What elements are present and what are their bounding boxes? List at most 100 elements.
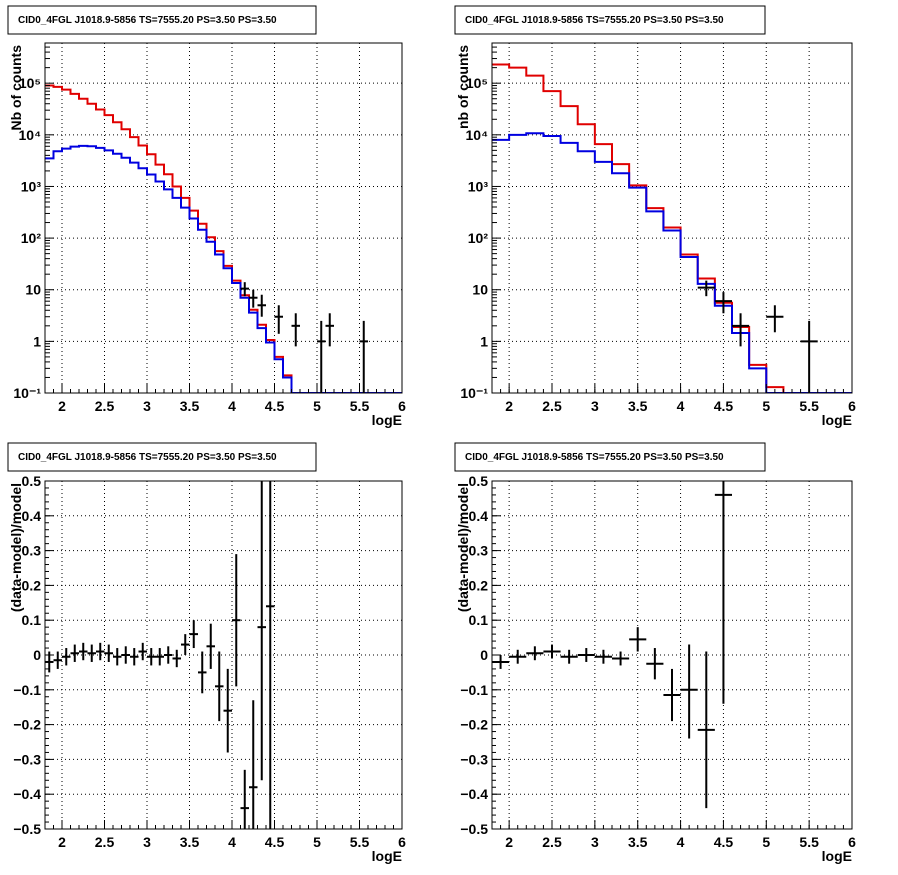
x-tick-label: 5 [313,398,321,414]
x-tick-label: 5.5 [350,834,370,850]
grid [45,43,402,393]
y-tick-label: 0.3 [22,543,42,559]
x-tick-label: 4.5 [265,398,285,414]
data-point [526,646,544,661]
x-tick-label: 3.5 [628,398,648,414]
x-axis: 2 2.5 3 3.5 4 4.5 5 5.5 6 [491,820,856,850]
y-tick-label: −0.2 [13,717,41,733]
y-axis-label: nb of counts [455,45,471,129]
y-tick-label: 10⁻¹ [460,385,488,401]
x-tick-label: 3 [591,834,599,850]
x-tick-label: 4.5 [714,398,734,414]
title-box [454,5,766,35]
grid [492,481,852,829]
data-point [257,294,266,317]
plot-area [492,481,732,809]
y-tick-label: 0.5 [469,473,489,489]
data-point [62,648,71,666]
y-tick-label: 0.2 [22,577,42,593]
data-point [164,646,173,664]
x-tick-label: 5 [762,834,770,850]
chart-title: CID0_4FGL J1018.9-5856 TS=7555.20 PS=3.5… [18,15,277,26]
data-point [121,646,130,664]
data-point [70,644,79,662]
plot-area [45,84,402,393]
y-tick-label: 0.1 [469,612,489,628]
y-tick-label: 10⁵ [19,75,41,91]
y-tick-label: 10² [468,230,489,246]
x-tick-label: 5.5 [799,398,819,414]
grid [45,481,402,829]
x-tick-label: 2 [505,398,513,414]
chart-panel-1: 2 2.5 3 3.5 4 4.5 5 5.5 6 10⁻¹ 1 10 10² 10³ 10⁴ 10⁵ logE… [7,5,406,428]
data-point [172,649,181,668]
data-point [223,668,232,753]
x-tick-label: 3.5 [628,834,648,850]
y-tick-label: 10⁵ [466,75,488,91]
y-tick-label: −0.3 [13,751,41,767]
data-point [560,649,578,664]
data-point [113,648,122,666]
y-tick-label: −0.5 [13,821,41,837]
data-point [138,642,147,661]
y-axis-label: (data-model)/model [455,483,471,612]
chart-panel-4: 2 2.5 3 3.5 4 4.5 5 5.5 6 −0.5 −0.4 −0.3 −0.2 −0.1 0 0.… [454,442,856,864]
data-point [266,481,275,829]
y-axis: −0.5 −0.4 −0.3 −0.2 −0.1 0 0.1 0.2 0.3 0.4 0.5 [460,473,501,837]
y-tick-label: −0.1 [13,682,41,698]
y-tick-label: 0.3 [469,543,489,559]
data-point [181,634,190,655]
plot-frame [44,42,403,394]
y-tick-label: −0.4 [460,786,488,802]
chart-panel-3: 2 2.5 3 3.5 4 4.5 5 5.5 6 −0.5 −0.4 −0.3 −0.2 −0.1 0 0.… [7,442,406,864]
chart-panel-2: 2 2.5 3 3.5 4 4.5 5 5.5 6 10⁻¹ 1 10 10² 10³ 10⁴ 10⁵ logE… [454,5,856,428]
y-axis-label: Nb of counts [8,45,24,131]
x-tick-label: 5 [313,834,321,850]
data-point [147,648,156,666]
x-tick-label: 2 [58,398,66,414]
y-tick-label: −0.5 [460,821,488,837]
data-point [104,644,113,662]
data-point [663,668,681,722]
x-tick-label: 2.5 [542,834,562,850]
x-axis-label: logE [372,412,402,428]
y-tick-label: 1 [480,333,488,349]
x-tick-label: 5.5 [350,398,370,414]
x-tick-label: 4.5 [714,834,734,850]
data-point [249,700,258,829]
data-point [714,481,732,704]
data-point [240,769,249,829]
y-tick-label: 10⁻¹ [13,385,41,401]
data-point [96,642,105,661]
data-point [629,627,647,652]
data-point [732,313,750,347]
data-point [274,305,283,334]
data-point [87,644,96,662]
x-tick-label: 2 [505,834,513,850]
y-tick-label: 0 [33,647,41,663]
data-point [697,651,715,809]
x-tick-label: 2 [58,834,66,850]
y-tick-label: 10² [21,230,42,246]
y-axis: −0.5 −0.4 −0.3 −0.2 −0.1 0 0.1 0.2 0.3 0.4 0.5 [13,473,54,837]
data-point [359,320,368,393]
x-tick-label: 2.5 [95,398,115,414]
x-tick-label: 4 [677,834,685,850]
data-point [198,651,207,694]
chart-title: CID0_4FGL J1018.9-5856 TS=7555.20 PS=3.5… [18,452,277,463]
data-point [325,313,334,347]
data-point [594,649,612,664]
data-point [249,289,258,308]
x-axis-label: logE [822,848,852,864]
data-point [257,481,266,781]
x-tick-label: 4.5 [265,834,285,850]
title-box [454,442,766,472]
x-tick-label: 3.5 [180,398,200,414]
data-point [680,644,698,739]
x-tick-label: 2.5 [95,834,115,850]
data-point [189,620,198,649]
plot-frame [491,42,853,394]
histogram-series-1 [492,63,852,393]
data-point [800,320,818,393]
